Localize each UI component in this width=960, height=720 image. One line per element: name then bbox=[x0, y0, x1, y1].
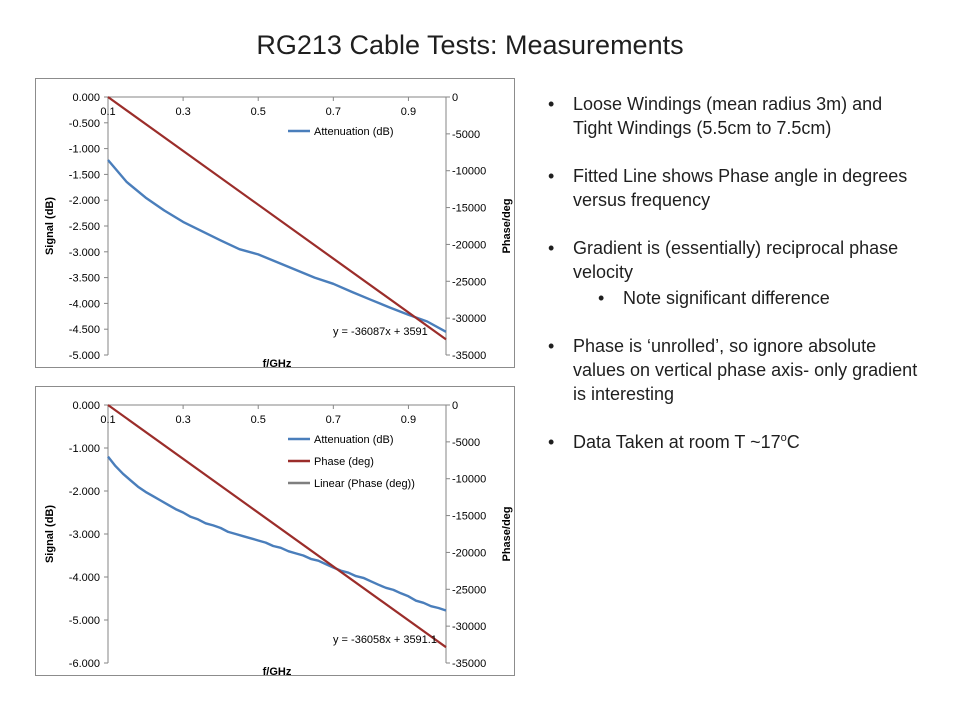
y2-tick-label: 0 bbox=[452, 400, 458, 412]
x-axis-title: f/GHz bbox=[263, 666, 292, 677]
y-tick-label: -4.500 bbox=[69, 324, 100, 336]
y-tick-label: -2.000 bbox=[69, 195, 100, 207]
bullet-gradient-text: Gradient is (essentially) reciprocal pha… bbox=[573, 238, 899, 282]
y2-tick-label: -20000 bbox=[452, 547, 486, 559]
y-tick-label: -5.000 bbox=[69, 615, 100, 627]
trendline-equation: y = -36058x + 3591.1 bbox=[333, 634, 437, 646]
attenuation-phase-chart-1: 0.000 -0.500 -1.000 -1.500 -2.000 -2.500 -3.00… bbox=[35, 78, 515, 369]
attenuation-phase-chart-2: 0.000 -1.000 -2.000 -3.000 -4.000 -5.000 -6.00… bbox=[35, 386, 515, 677]
y2-tick-label: -30000 bbox=[452, 621, 486, 633]
y-tick-label: -1.500 bbox=[69, 169, 100, 181]
y-tick-label: -1.000 bbox=[69, 443, 100, 455]
degree-symbol: o bbox=[780, 432, 787, 444]
x-tick-label: 0.3 bbox=[175, 106, 190, 118]
y2-axis-title: Phase/deg bbox=[501, 506, 513, 561]
phase-line bbox=[107, 404, 447, 649]
y-axis-title: Signal (dB) bbox=[44, 505, 56, 563]
y2-axis-title: Phase/deg bbox=[501, 198, 513, 253]
y2-tick-label: -30000 bbox=[452, 313, 486, 325]
y-tick-label: -2.500 bbox=[69, 221, 100, 233]
temperature-text: Data Taken at room T ~17 bbox=[573, 432, 781, 452]
phase-line bbox=[107, 96, 447, 341]
x-tick-label: 0.7 bbox=[326, 106, 341, 118]
bullet-room-temperature: Data Taken at room T ~17oC bbox=[548, 430, 920, 454]
y-tick-label: -4.000 bbox=[69, 298, 100, 310]
x-tick-label: 0.9 bbox=[401, 106, 416, 118]
y-axis-title: Signal (dB) bbox=[44, 197, 56, 255]
x-tick-label: 0.1 bbox=[100, 414, 115, 426]
chart-svg: 0.000 -0.500 -1.000 -1.500 -2.000 -2.500 -3.00… bbox=[44, 92, 513, 369]
x-tick-label: 0.9 bbox=[401, 414, 416, 426]
attenuation-line bbox=[107, 455, 447, 612]
y-tick-label: -0.500 bbox=[69, 118, 100, 130]
y-tick-label: -2.000 bbox=[69, 486, 100, 498]
y2-tick-label: -20000 bbox=[452, 239, 486, 251]
y2-tick-label: -15000 bbox=[452, 511, 486, 523]
temperature-unit: C bbox=[786, 432, 800, 452]
y-tick-label: 0.000 bbox=[72, 92, 100, 104]
y-tick-label: -3.000 bbox=[69, 247, 100, 259]
y2-tick-label: -35000 bbox=[452, 658, 486, 670]
x-tick-label: 0.5 bbox=[251, 106, 266, 118]
y-tick-label: -4.000 bbox=[69, 572, 100, 584]
x-tick-label: 0.3 bbox=[175, 414, 190, 426]
x-axis-title: f/GHz bbox=[263, 358, 292, 369]
legend-label: Attenuation (dB) bbox=[314, 126, 394, 138]
legend-label: Attenuation (dB) bbox=[314, 434, 394, 446]
bullet-fitted-line: Fitted Line shows Phase angle in degrees… bbox=[548, 164, 920, 212]
bullet-gradient: Gradient is (essentially) reciprocal pha… bbox=[548, 236, 920, 310]
sub-bullet-difference: Note significant difference bbox=[598, 286, 920, 310]
y2-tick-label: -25000 bbox=[452, 584, 486, 596]
trendline-equation: y = -36087x + 3591 bbox=[333, 326, 428, 338]
x-tick-label: 0.5 bbox=[251, 414, 266, 426]
legend-label: Linear (Phase (deg)) bbox=[314, 478, 415, 490]
x-tick-label: 0.1 bbox=[100, 106, 115, 118]
attenuation-line bbox=[107, 159, 447, 333]
y2-tick-label: -35000 bbox=[452, 350, 486, 362]
x-tick-label: 0.7 bbox=[326, 414, 341, 426]
bullet-list: Loose Windings (mean radius 3m) and Tigh… bbox=[548, 92, 920, 478]
y2-tick-label: -25000 bbox=[452, 276, 486, 288]
y2-tick-label: -10000 bbox=[452, 166, 486, 178]
bullet-windings: Loose Windings (mean radius 3m) and Tigh… bbox=[548, 92, 920, 140]
y2-tick-label: 0 bbox=[452, 92, 458, 104]
legend-label: Phase (deg) bbox=[314, 456, 374, 468]
y-tick-label: -5.000 bbox=[69, 350, 100, 362]
bullet-phase-unrolled: Phase is ‘unrolled’, so ignore absolute … bbox=[548, 334, 920, 406]
y-tick-label: -3.500 bbox=[69, 273, 100, 285]
y-tick-label: -3.000 bbox=[69, 529, 100, 541]
y-tick-label: -6.000 bbox=[69, 658, 100, 670]
y-tick-label: -1.000 bbox=[69, 144, 100, 156]
y-tick-label: 0.000 bbox=[72, 400, 100, 412]
y2-tick-label: -5000 bbox=[452, 129, 480, 141]
y2-tick-label: -15000 bbox=[452, 203, 486, 215]
slide-title: RG213 Cable Tests: Measurements bbox=[256, 30, 684, 60]
chart-svg: 0.000 -1.000 -2.000 -3.000 -4.000 -5.000 -6.00… bbox=[44, 400, 513, 677]
y2-tick-label: -10000 bbox=[452, 474, 486, 486]
y2-tick-label: -5000 bbox=[452, 437, 480, 449]
